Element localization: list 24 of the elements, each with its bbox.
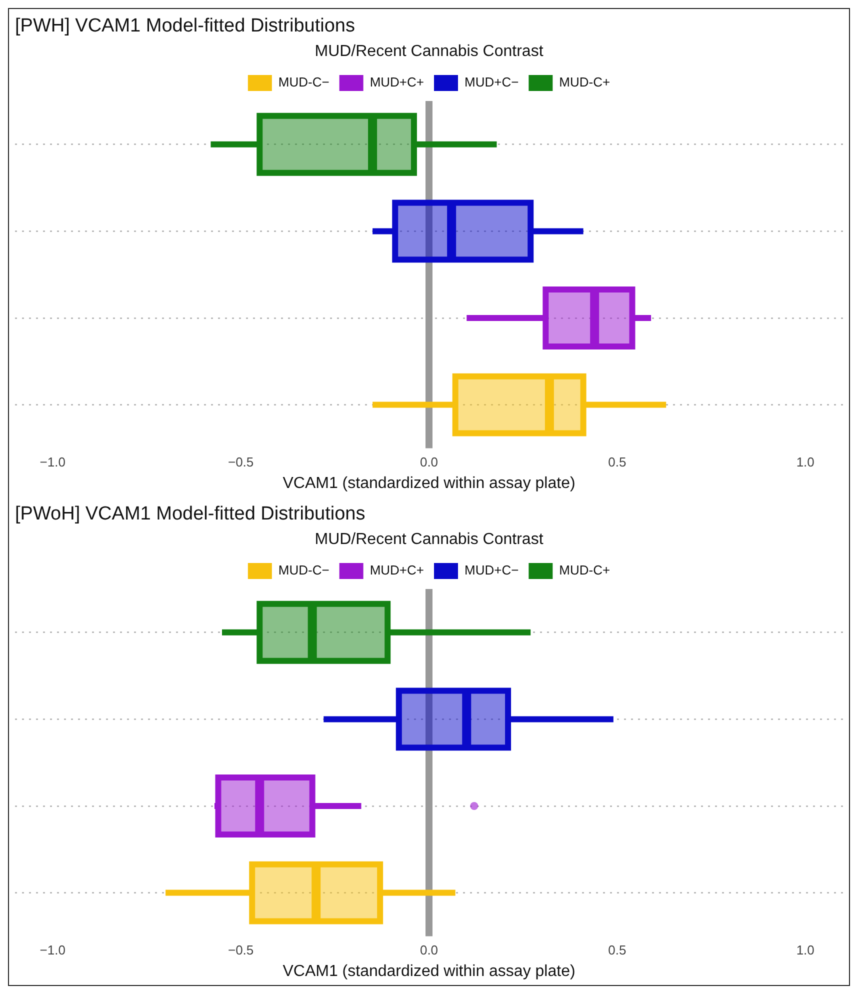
x-tick-label: 0.0 <box>420 942 438 958</box>
legend-label: MUD+C− <box>464 74 519 90</box>
legend-label: MUD-C+ <box>559 562 610 578</box>
x-tick-label: −0.5 <box>228 454 254 470</box>
chart-title: [PWH] VCAM1 Model-fitted Distributions <box>15 16 355 37</box>
x-tick-label: 0.5 <box>608 942 626 958</box>
legend-label: MUD+C+ <box>370 74 424 90</box>
legend-label: MUD-C+ <box>559 74 610 90</box>
legend-label: MUD-C− <box>278 74 330 90</box>
x-tick-label: 1.0 <box>796 942 814 958</box>
legend-label: MUD-C− <box>278 562 330 578</box>
legend-title: MUD/Recent Cannabis Contrast <box>314 531 544 548</box>
x-tick-label: 0.5 <box>608 454 626 470</box>
chart-title: [PWoH] VCAM1 Model-fitted Distributions <box>15 504 366 525</box>
x-tick-label: −1.0 <box>40 942 66 958</box>
x-axis-title: VCAM1 (standardized within assay plate) <box>282 962 576 980</box>
legend-label: MUD+C− <box>464 562 519 578</box>
x-tick-label: 1.0 <box>796 454 814 470</box>
x-tick-label: −1.0 <box>40 454 66 470</box>
legend-label: MUD+C+ <box>370 562 424 578</box>
x-axis-title: VCAM1 (standardized within assay plate) <box>282 474 576 492</box>
x-tick-label: −0.5 <box>228 942 254 958</box>
x-tick-label: 0.0 <box>420 454 438 470</box>
legend-title: MUD/Recent Cannabis Contrast <box>314 43 544 60</box>
